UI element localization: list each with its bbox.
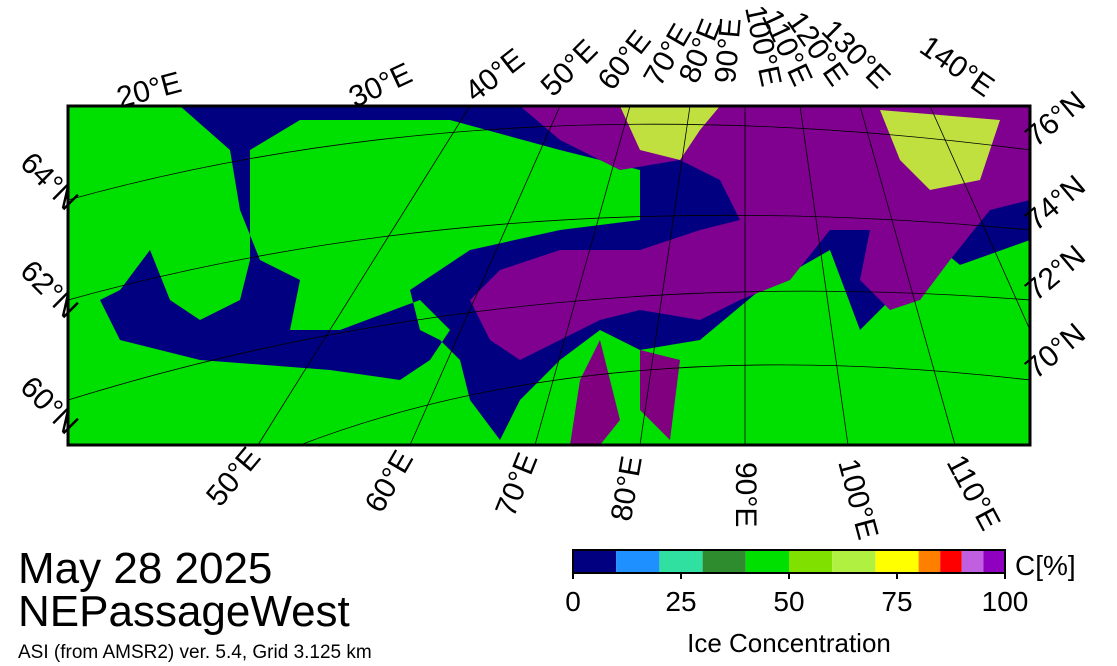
graticule-label: 80°E [605,453,649,523]
region: NEPassageWest [18,587,350,636]
colorbar-segment [940,550,962,573]
colorbar-unit: C[%] [1015,550,1076,581]
graticule-label: 50°E [200,441,267,512]
source: ASI (from AMSR2) ver. 5.4, Grid 3.125 km [18,642,372,663]
colorbar: C[%] Ice Concentration 0 25 50 75 100 [565,549,1076,658]
graticule-label: 140°E [914,30,1000,104]
sea-ice-edge [620,106,1000,190]
river-ice [570,340,680,445]
colorbar-tick-label: 50 [773,586,804,617]
graticule-label: 90°E [709,17,748,85]
graticule-label: 50°E [535,33,605,103]
colorbar-segment [918,550,941,573]
colorbar-tick-label: 100 [982,586,1029,617]
graticule-label: 40°E [459,42,531,108]
colorbar-tick-label: 25 [665,586,696,617]
graticule-label: 70°E [489,448,544,521]
graticule-label: 110°E [940,450,1007,536]
colorbar-segment [702,550,746,573]
sea-ice [470,106,1030,360]
map-frame [66,104,1032,447]
date: May 28 2025 [18,544,272,593]
colorbar-label: Ice Concentration [687,628,891,658]
colorbar-segment [875,550,919,573]
colorbar-segment [745,550,789,573]
colorbar-tick-label: 75 [881,586,912,617]
colorbar-segment [961,550,984,573]
colorbar-segment [616,550,660,573]
colorbar-segment [573,550,617,573]
colorbar-segment [983,550,1005,573]
colorbar-segment [832,550,876,573]
colorbar-segment [789,550,833,573]
graticule [67,105,1031,446]
colorbar-tick-label: 0 [565,586,581,617]
graticule-label: 100°E [831,455,884,543]
colorbar-segment [659,550,703,573]
graticule-label: 90°E [729,462,762,527]
graticule-label: 60°E [359,445,420,518]
map [66,104,1032,447]
